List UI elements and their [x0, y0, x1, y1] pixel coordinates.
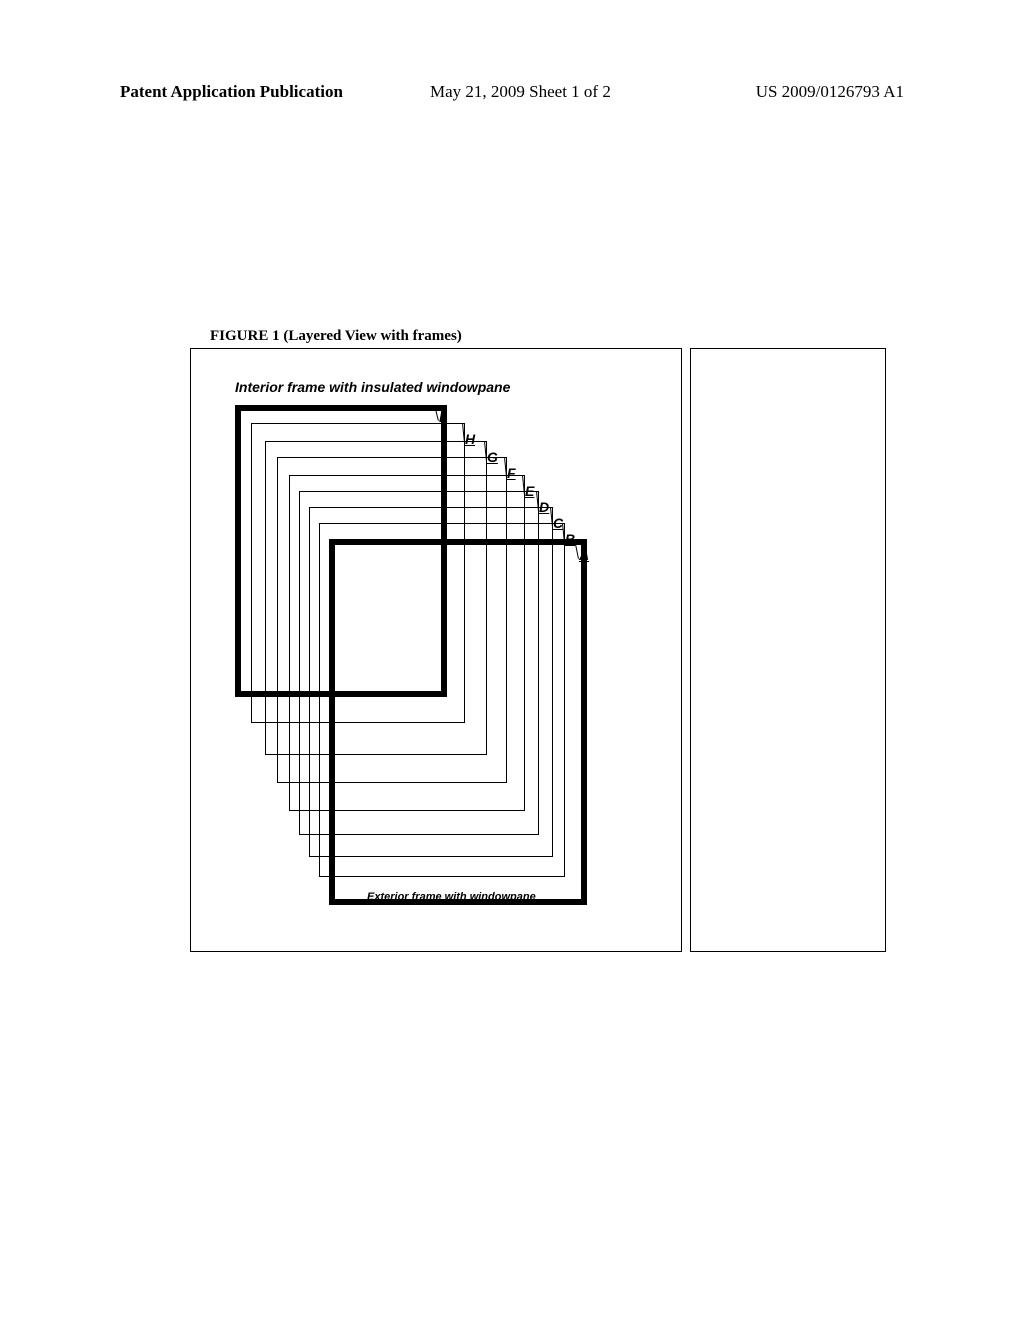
layer-frame-a	[329, 539, 587, 905]
layer-label-h: H	[465, 431, 475, 447]
figure-container: Interior frame with insulated windowpane…	[190, 348, 885, 953]
header-center: May 21, 2009 Sheet 1 of 2	[430, 82, 611, 102]
layer-label-c: C	[553, 515, 563, 531]
page: Patent Application Publication May 21, 2…	[0, 0, 1024, 1320]
layer-label-b: B	[565, 531, 575, 547]
interior-frame-label: Interior frame with insulated windowpane	[235, 379, 510, 395]
layer-label-f: F	[507, 465, 516, 481]
layer-label-g: G	[487, 449, 498, 465]
header-left: Patent Application Publication	[120, 82, 343, 102]
figure-left-box: Interior frame with insulated windowpane…	[190, 348, 682, 952]
figure-title: FIGURE 1 (Layered View with frames)	[210, 328, 462, 345]
layer-label-d: D	[539, 499, 549, 515]
figure-right-box	[690, 348, 886, 952]
layer-label-a: A	[579, 547, 589, 563]
layer-label-i: I	[439, 409, 443, 425]
header-right: US 2009/0126793 A1	[756, 82, 904, 102]
layer-label-e: E	[525, 483, 534, 499]
